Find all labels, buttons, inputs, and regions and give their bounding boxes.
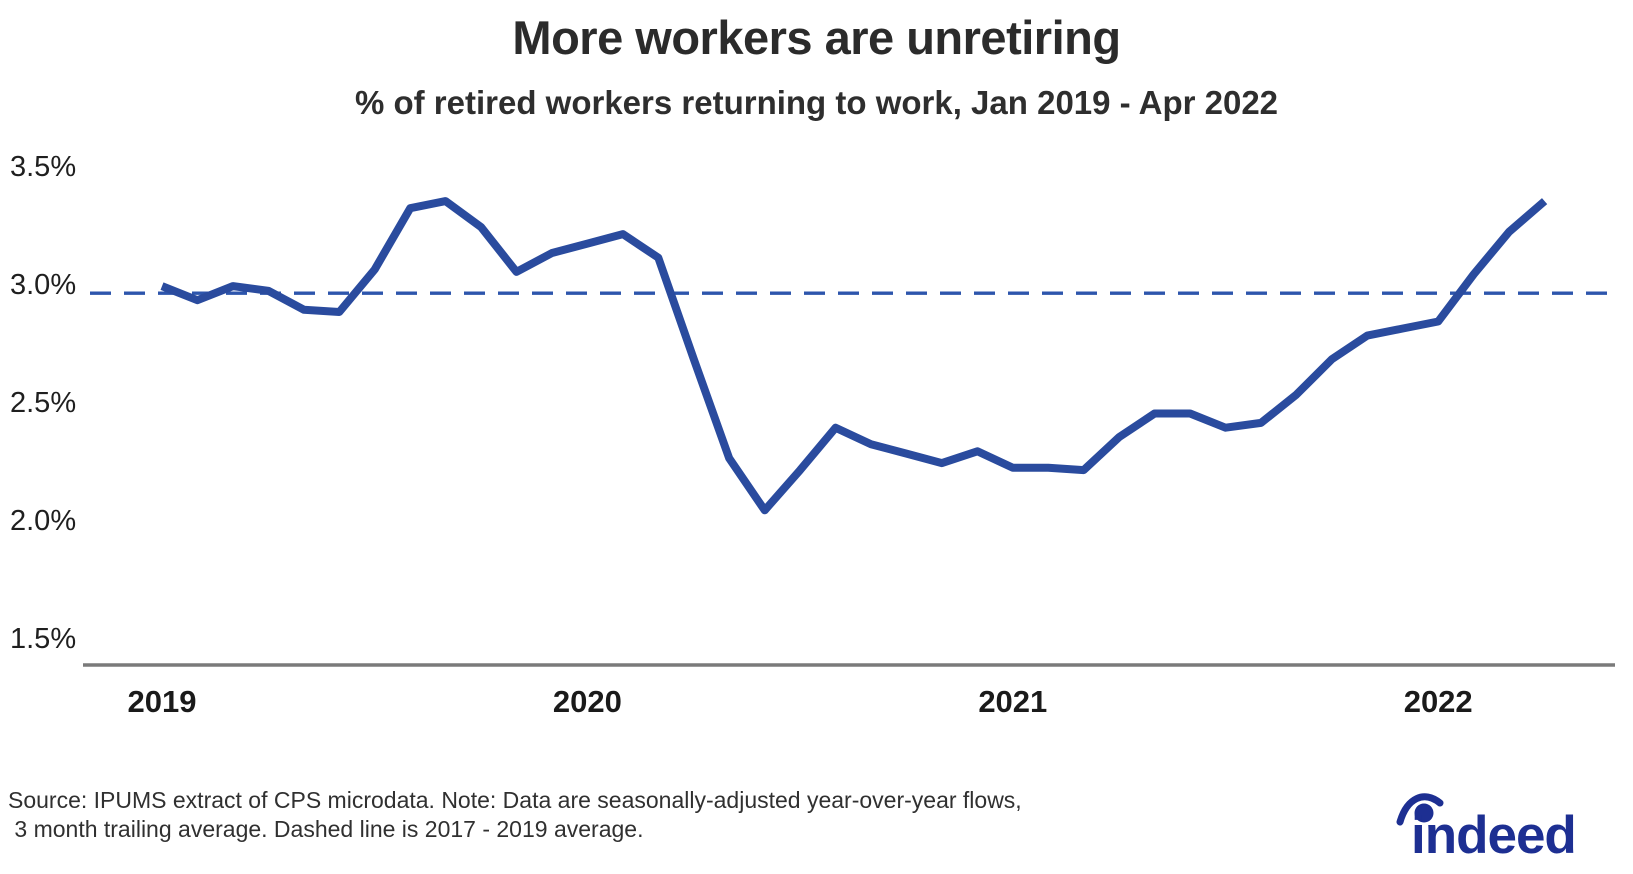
x-axis-year-label: 2022 bbox=[1404, 684, 1473, 719]
unretirement-trend-line bbox=[160, 197, 1548, 515]
chart-subtitle: % of retired workers returning to work, … bbox=[354, 84, 1279, 121]
y-axis-tick-label: 2.0% bbox=[10, 505, 76, 537]
indeed-logo-arc bbox=[1396, 793, 1444, 826]
chart-title: More workers are unretiring bbox=[512, 11, 1121, 64]
indeed-logo-dot bbox=[1414, 803, 1434, 823]
source-line-2: 3 month trailing average. Dashed line is… bbox=[8, 816, 644, 842]
source-line-1: Source: IPUMS extract of CPS microdata. … bbox=[8, 787, 1022, 813]
source-note: Source: IPUMS extract of CPS microdata. … bbox=[8, 786, 1208, 844]
x-axis-year-label: 2021 bbox=[978, 684, 1047, 719]
x-axis-year-label: 2019 bbox=[128, 684, 197, 719]
indeed-logo-text: indeed bbox=[1411, 806, 1576, 865]
y-axis-tick-label: 3.0% bbox=[10, 269, 76, 301]
y-axis-tick-label: 1.5% bbox=[10, 623, 76, 655]
x-axis-year-label: 2020 bbox=[553, 684, 622, 719]
y-axis-tick-label: 3.5% bbox=[10, 151, 76, 183]
indeed-logo: indeed bbox=[1396, 793, 1577, 865]
line-chart: 3.5% 3.0% 2.5% 2.0% 1.5% 2019 2020 2021 2022 bbox=[10, 151, 1615, 719]
y-axis-tick-label: 2.5% bbox=[10, 387, 76, 419]
